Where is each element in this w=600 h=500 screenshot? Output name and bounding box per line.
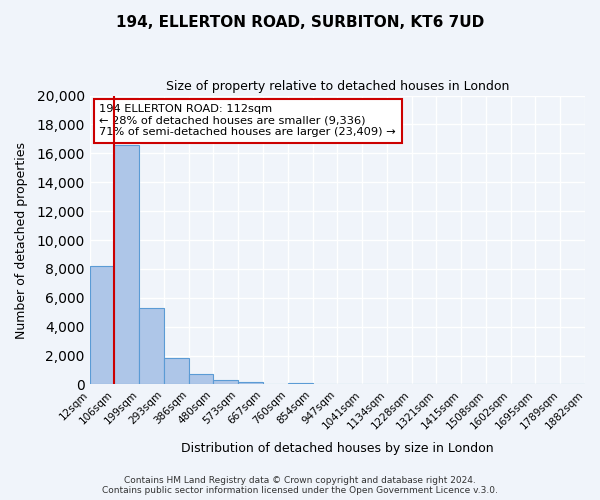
Bar xyxy=(164,358,188,384)
X-axis label: Distribution of detached houses by size in London: Distribution of detached houses by size … xyxy=(181,442,494,455)
Bar xyxy=(115,144,139,384)
Bar xyxy=(188,374,214,384)
Title: Size of property relative to detached houses in London: Size of property relative to detached ho… xyxy=(166,80,509,93)
Bar xyxy=(139,308,164,384)
Text: 194 ELLERTON ROAD: 112sqm
← 28% of detached houses are smaller (9,336)
71% of se: 194 ELLERTON ROAD: 112sqm ← 28% of detac… xyxy=(100,104,396,138)
Bar xyxy=(89,266,115,384)
Bar xyxy=(238,382,263,384)
Y-axis label: Number of detached properties: Number of detached properties xyxy=(15,142,28,338)
Text: 194, ELLERTON ROAD, SURBITON, KT6 7UD: 194, ELLERTON ROAD, SURBITON, KT6 7UD xyxy=(116,15,484,30)
Text: Contains HM Land Registry data © Crown copyright and database right 2024.
Contai: Contains HM Land Registry data © Crown c… xyxy=(102,476,498,495)
Bar xyxy=(214,380,238,384)
Bar xyxy=(288,383,313,384)
